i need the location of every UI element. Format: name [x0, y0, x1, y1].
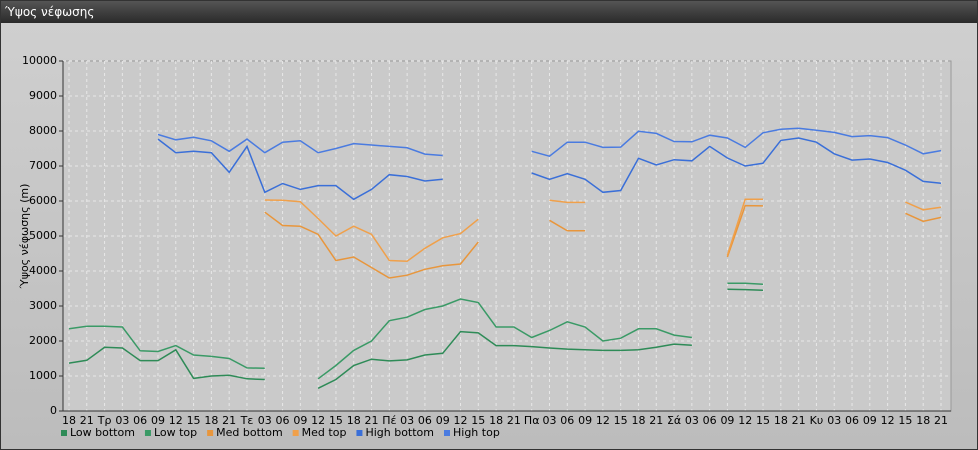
- x-tick-label: 12: [169, 414, 183, 427]
- x-tick-label: 03: [115, 414, 129, 427]
- legend-swatch: [144, 430, 151, 436]
- x-tick-label: 18: [489, 414, 503, 427]
- window-title: Ύψος νέφωσης: [1, 1, 977, 23]
- x-tick-label: 03: [685, 414, 699, 427]
- x-tick-label: 09: [720, 414, 734, 427]
- x-tick-label: 09: [436, 414, 450, 427]
- x-tick-label: 06: [276, 414, 290, 427]
- x-tick-label: 06: [418, 414, 432, 427]
- x-tick-label: 18: [347, 414, 361, 427]
- x-tick-label: 15: [187, 414, 201, 427]
- x-tick-label: 21: [792, 414, 806, 427]
- x-tick-label: 18: [631, 414, 645, 427]
- x-tick-label: 03: [400, 414, 414, 427]
- series-line: [157, 127, 942, 158]
- y-tick-label: 0: [50, 404, 57, 417]
- y-tick-label: 9000: [29, 89, 57, 102]
- x-tick-label: 21: [507, 414, 521, 427]
- y-tick-label: 3000: [29, 299, 57, 312]
- x-tick-label: 12: [454, 414, 468, 427]
- y-tick-label: 1000: [29, 369, 57, 382]
- x-tick-label: 03: [542, 414, 556, 427]
- y-tick-label: 2000: [29, 334, 57, 347]
- x-tick-label: 12: [596, 414, 610, 427]
- series-line: [157, 137, 942, 201]
- x-tick-label: 12: [738, 414, 752, 427]
- y-tick-label: 5000: [29, 229, 57, 242]
- series-line: [68, 288, 764, 389]
- x-tick-label: 06: [560, 414, 574, 427]
- x-tick-label: Τε: [240, 414, 254, 427]
- legend-label: High top: [453, 426, 500, 439]
- x-tick-label: 21: [80, 414, 94, 427]
- legend-swatch: [61, 430, 67, 436]
- legend-label: Med top: [302, 426, 347, 439]
- y-tick-label: 7000: [29, 159, 57, 172]
- x-tick-label: 21: [649, 414, 663, 427]
- x-tick-label: 15: [614, 414, 628, 427]
- y-tick-label: 8000: [29, 124, 57, 137]
- x-tick-label: 21: [365, 414, 379, 427]
- x-tick-label: Πέ: [382, 414, 396, 427]
- chart: Ύψος νέφωσης (m) 0 1000 2000 3000 4000 5000 60…: [18, 54, 952, 439]
- x-tick-label: 18: [916, 414, 930, 427]
- x-tick-label: 15: [471, 414, 485, 427]
- legend-swatch: [207, 430, 214, 436]
- legend-label: High bottom: [365, 426, 434, 439]
- legend-label: Med bottom: [216, 426, 283, 439]
- x-tick-label: 09: [863, 414, 877, 427]
- y-tick-label: 6000: [29, 194, 57, 207]
- x-tick-label: 12: [311, 414, 325, 427]
- x-tick-label: Σά: [667, 414, 681, 427]
- x-tick-label: 06: [845, 414, 859, 427]
- x-tick-label: 06: [133, 414, 147, 427]
- series-line: [264, 204, 942, 279]
- series-line: [68, 282, 764, 380]
- x-tick-label: 03: [258, 414, 272, 427]
- x-tick-label: 09: [578, 414, 592, 427]
- x-tick-label: 15: [898, 414, 912, 427]
- y-axis-label: Ύψος νέφωσης (m): [18, 184, 31, 290]
- legend-label: Low top: [154, 426, 197, 439]
- x-tick-label: Τρ: [97, 414, 112, 427]
- legend-swatch: [292, 430, 299, 436]
- x-tick-label: 09: [151, 414, 165, 427]
- x-tick-label: Κυ: [810, 414, 824, 427]
- legend-swatch: [356, 430, 363, 436]
- y-tick-label: 4000: [29, 264, 57, 277]
- legend-label: Low bottom: [70, 426, 135, 439]
- x-tick-label: 18: [774, 414, 788, 427]
- x-tick-label: 18: [204, 414, 218, 427]
- x-tick-label: 18: [62, 414, 76, 427]
- y-tick-label: 10000: [22, 54, 57, 67]
- x-tick-label: Πα: [524, 414, 540, 427]
- x-tick-label: 03: [827, 414, 841, 427]
- legend-swatch: [444, 430, 450, 436]
- x-tick-label: 21: [222, 414, 236, 427]
- x-tick-label: 21: [934, 414, 948, 427]
- x-tick-label: 12: [881, 414, 895, 427]
- x-tick-label: 06: [703, 414, 717, 427]
- x-tick-label: 15: [756, 414, 770, 427]
- x-tick-label: 15: [329, 414, 343, 427]
- series-line: [264, 198, 942, 262]
- x-tick-label: 09: [293, 414, 307, 427]
